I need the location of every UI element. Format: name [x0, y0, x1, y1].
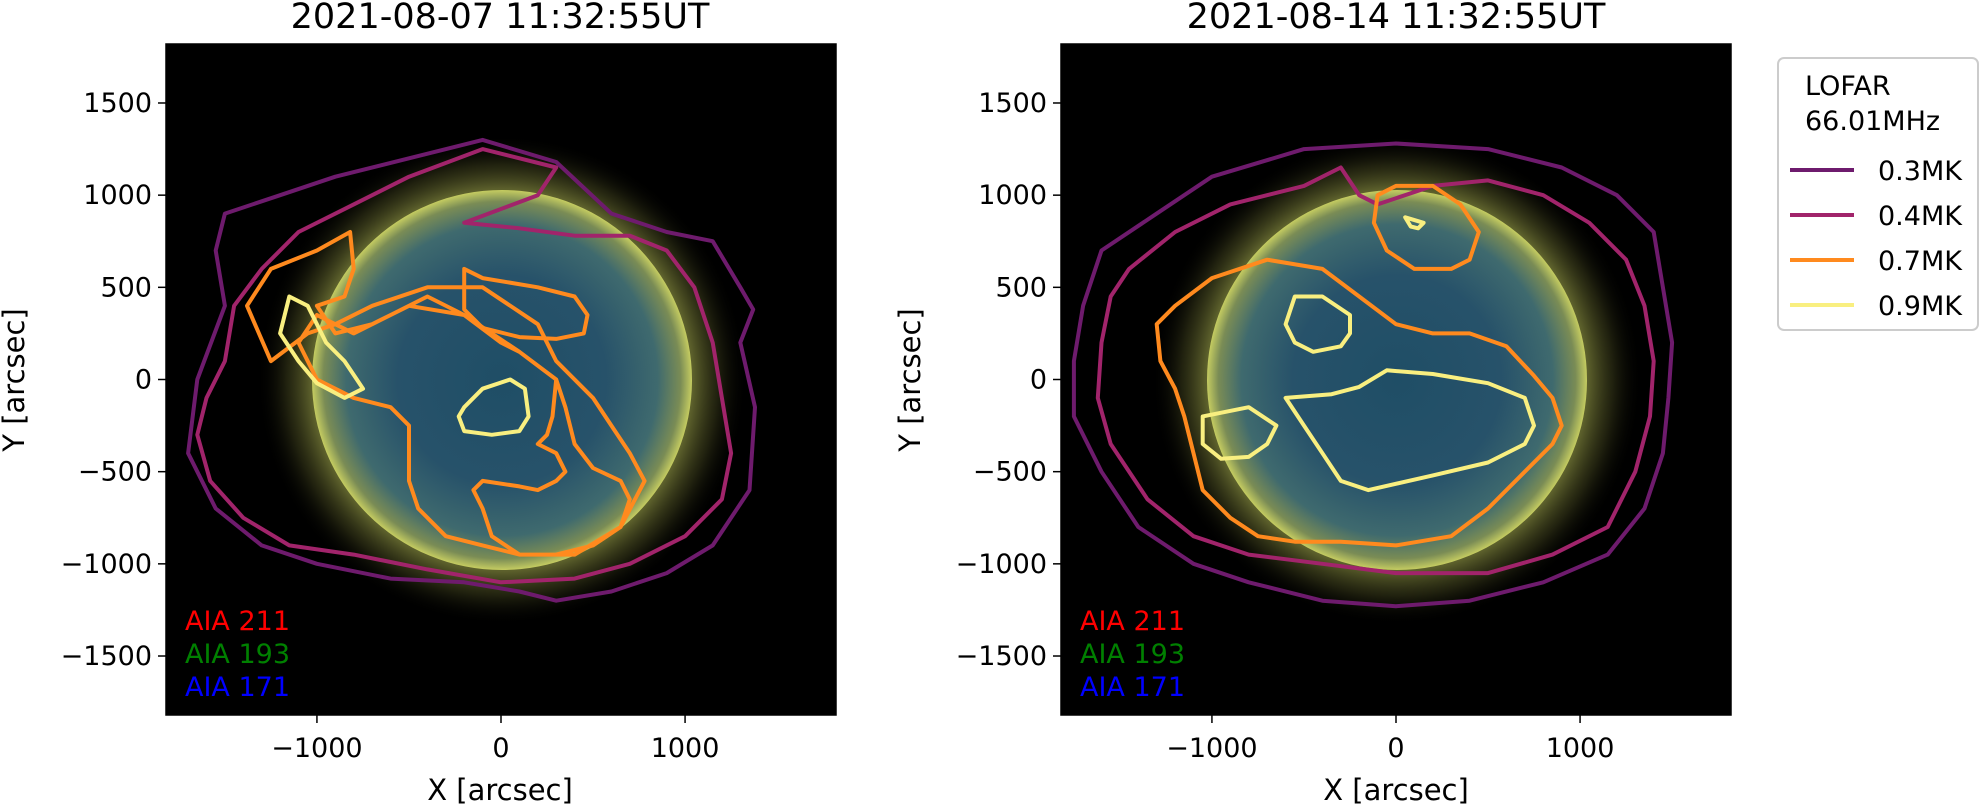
contour-0p3mk-0	[1071, 141, 1675, 609]
contour-0p9mk-0	[1283, 294, 1352, 354]
panel-left-y-axis: 1500 1000 500 0 −500 −1000 −1500	[61, 88, 166, 672]
legend-label: 0.7MK	[1878, 246, 1963, 277]
contours-left	[186, 137, 757, 603]
contour-0p7mk-1	[462, 266, 590, 341]
panel-right: 2021-08-14 11:32:55UT 1500 1000 500 0 −500 −1…	[893, 0, 1732, 805]
panel-right-x-label: X [arcsec]	[1323, 773, 1469, 805]
panel-right-y-axis: 1500 1000 500 0 −500 −1000 −1500	[956, 88, 1061, 672]
legend-title-line-1: LOFAR	[1805, 71, 1891, 102]
contours-right	[1071, 141, 1675, 609]
panel-right-title: 2021-08-14 11:32:55UT	[1187, 0, 1606, 37]
panel-right-x-axis: −1000 0 1000	[1166, 715, 1614, 764]
contour-0p7mk-0	[1154, 257, 1564, 548]
legend-label: 0.4MK	[1878, 201, 1963, 232]
y-tick-label: 1000	[978, 180, 1047, 211]
solar-disk	[1207, 190, 1587, 570]
channel-label-aia-211: AIA 211	[1080, 606, 1185, 637]
panel-left-y-label: Y [arcsec]	[0, 308, 31, 452]
contour-0p7mk-0	[245, 230, 647, 557]
y-tick-label: 500	[100, 272, 152, 303]
y-tick-label: −500	[973, 457, 1047, 488]
contour-0p7mk-1	[1371, 183, 1481, 271]
x-tick-label: −1000	[271, 733, 362, 764]
panel-left: 2021-08-07 11:32:55UT 1500 1000 500 0 −500 −1…	[0, 0, 837, 805]
y-tick-label: 1000	[83, 180, 152, 211]
x-tick-label: −1000	[1166, 733, 1257, 764]
channel-label-aia-193: AIA 193	[1080, 639, 1185, 670]
panel-left-x-label: X [arcsec]	[427, 773, 573, 805]
contour-0p3mk-0	[186, 137, 757, 603]
panel-left-x-axis: −1000 0 1000	[271, 715, 719, 764]
y-tick-label: 1500	[83, 88, 152, 119]
contour-0p9mk-1	[1283, 368, 1536, 493]
y-tick-label: −1500	[61, 641, 152, 672]
contour-0p4mk-0	[1095, 165, 1656, 576]
legend-title-line-2: 66.01MHz	[1805, 106, 1940, 137]
contour-0p9mk-0	[278, 294, 365, 400]
contour-0p9mk-2	[1200, 405, 1279, 461]
contour-0p4mk-0	[195, 147, 734, 585]
panel-left-title: 2021-08-07 11:32:55UT	[291, 0, 710, 37]
legend-entries: 0.3MK 0.4MK 0.7MK 0.9MK	[1790, 156, 1963, 322]
y-tick-label: −1000	[61, 549, 152, 580]
x-tick-label: 1000	[1546, 733, 1615, 764]
contour-0p9mk-1	[456, 377, 531, 437]
legend-label: 0.9MK	[1878, 291, 1963, 322]
y-tick-label: 1500	[978, 88, 1047, 119]
y-tick-label: 0	[1030, 365, 1047, 396]
x-tick-label: 0	[492, 733, 509, 764]
channel-label-aia-193: AIA 193	[185, 639, 290, 670]
y-tick-label: −1500	[956, 641, 1047, 672]
x-tick-label: 1000	[651, 733, 720, 764]
legend-label: 0.3MK	[1878, 156, 1963, 187]
channel-label-aia-211: AIA 211	[185, 606, 290, 637]
y-tick-label: −1000	[956, 549, 1047, 580]
panel-right-y-label: Y [arcsec]	[893, 308, 927, 452]
contour-0p9mk-3	[1403, 215, 1426, 231]
x-tick-label: 0	[1387, 733, 1404, 764]
y-tick-label: 0	[135, 365, 152, 396]
y-tick-label: 500	[995, 272, 1047, 303]
legend: LOFAR 66.01MHz 0.3MK 0.4MK 0.7MK 0.9MK	[1777, 57, 1979, 331]
solar-disk	[312, 190, 692, 570]
y-tick-label: −500	[78, 457, 152, 488]
channel-label-aia-171: AIA 171	[185, 672, 290, 703]
channel-label-aia-171: AIA 171	[1080, 672, 1185, 703]
